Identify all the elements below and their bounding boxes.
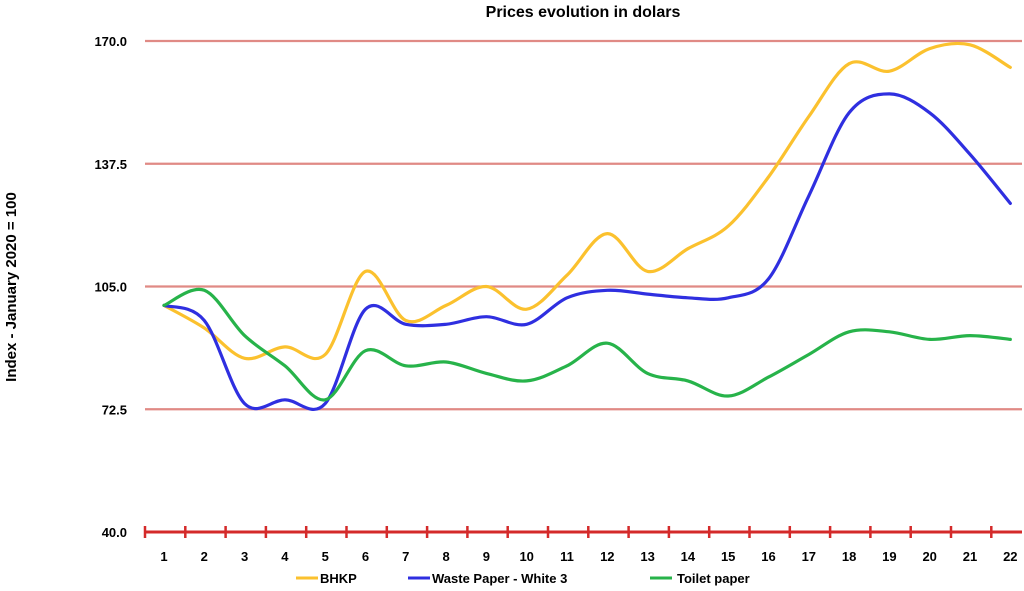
y-tick-label: 40.0 xyxy=(102,525,127,540)
x-tick-label: 4 xyxy=(281,549,289,564)
x-axis: 1 2 3 4 5 6 7 8 9 10 11 12 13 14 15 16 17 18 19 20 21 22 xyxy=(143,526,1022,564)
y-tick-label: 137.5 xyxy=(94,157,127,172)
x-tick-label: 21 xyxy=(963,549,977,564)
x-tick-label: 19 xyxy=(882,549,896,564)
gridlines xyxy=(145,39,1022,411)
x-tick-label: 18 xyxy=(842,549,856,564)
x-tick-label: 12 xyxy=(600,549,614,564)
x-tick-label: 16 xyxy=(761,549,775,564)
legend: BHKP Waste Paper - White 3 Toilet paper xyxy=(296,571,750,586)
x-tick-label: 8 xyxy=(442,549,449,564)
series-line-0 xyxy=(162,41,1012,361)
legend-label-2: Toilet paper xyxy=(677,571,750,586)
x-tick-label: 11 xyxy=(560,549,574,564)
x-tick-label: 22 xyxy=(1003,549,1017,564)
x-tick-label: 6 xyxy=(362,549,369,564)
x-tick-label: 9 xyxy=(483,549,490,564)
y-axis-label: Index - January 2020 = 100 xyxy=(3,192,20,382)
x-tick-label: 14 xyxy=(681,549,696,564)
series-lines xyxy=(162,41,1012,411)
x-tick-label: 7 xyxy=(402,549,409,564)
legend-label-1: Waste Paper - White 3 xyxy=(432,571,567,586)
x-tick-label: 10 xyxy=(519,549,533,564)
x-tick-label: 3 xyxy=(241,549,248,564)
x-tick-label: 5 xyxy=(322,549,329,564)
y-tick-label: 72.5 xyxy=(102,402,127,417)
x-tick-label: 2 xyxy=(201,549,208,564)
chart-title: Prices evolution in dolars xyxy=(486,4,681,21)
x-tick-label: 13 xyxy=(640,549,654,564)
x-tick-label: 20 xyxy=(922,549,936,564)
y-axis-ticks: 40.0 72.5 105.0 137.5 170.0 xyxy=(94,34,127,540)
series-line-1 xyxy=(162,92,1012,411)
series-line-2 xyxy=(162,287,1012,402)
x-tick-label: 15 xyxy=(721,549,735,564)
y-tick-label: 170.0 xyxy=(94,34,127,49)
y-tick-label: 105.0 xyxy=(94,280,127,295)
legend-label-0: BHKP xyxy=(320,571,357,586)
x-tick-label: 17 xyxy=(802,549,816,564)
x-tick-label: 1 xyxy=(160,549,167,564)
